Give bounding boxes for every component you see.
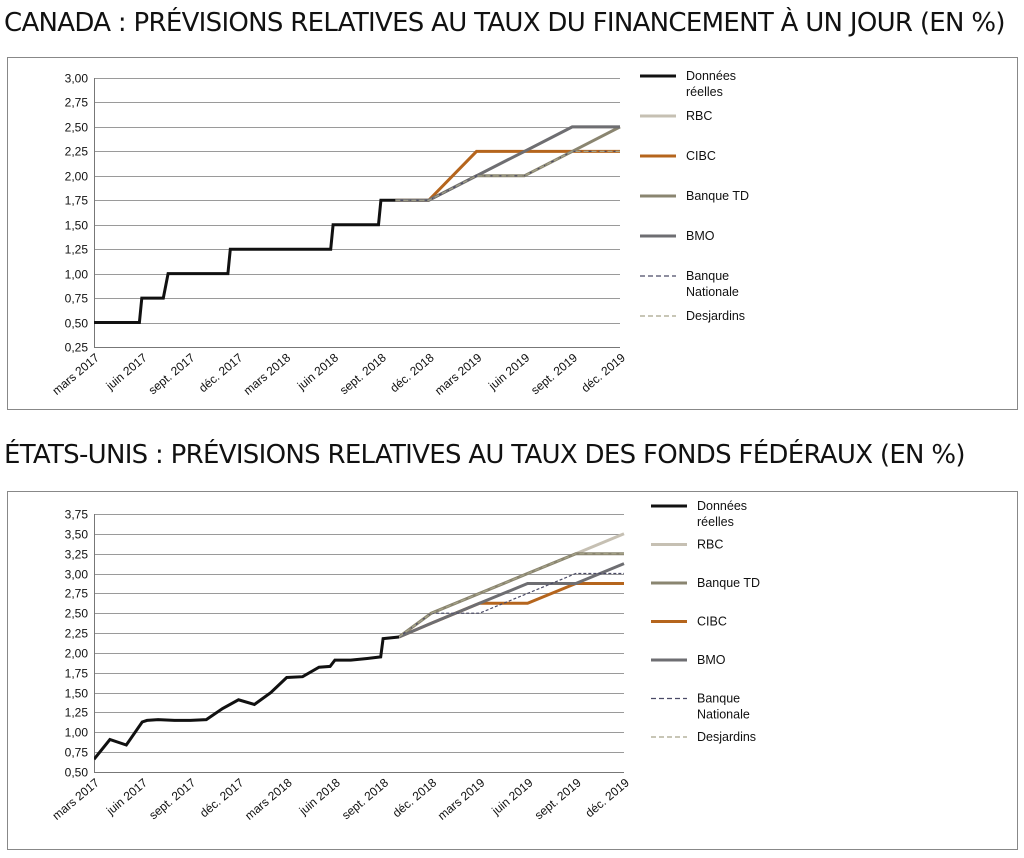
legend-label: BMO — [686, 229, 715, 243]
x-tick-label: déc. 2019 — [583, 775, 633, 820]
legend-label: Banque TD — [697, 576, 760, 590]
gridlines — [94, 78, 620, 348]
y-tick-label: 3,00 — [65, 568, 89, 582]
series-line — [395, 125, 621, 202]
legend-label-line: Nationale — [686, 285, 739, 299]
x-tick-label: sept. 2017 — [146, 775, 198, 822]
x-tick-label: déc. 2018 — [387, 350, 437, 395]
y-tick-label: 1,25 — [65, 706, 89, 720]
y-tick-label: 0,25 — [65, 341, 89, 355]
legend-label: Données réelles — [686, 69, 736, 99]
series-lines — [94, 532, 625, 761]
series-line — [395, 125, 620, 202]
y-tick-label: 1,50 — [65, 687, 89, 701]
y-tick-label: 1,75 — [65, 194, 89, 208]
legend-label: Données réelles — [697, 499, 747, 529]
x-tick-label: juin 2018 — [294, 350, 341, 393]
x-tick-label: sept. 2019 — [528, 350, 580, 397]
chart-us: 0,50 0,75 1,00 1,25 1,50 1,75 2,00 2,25 2,50 2,75… — [7, 491, 1018, 850]
chart-panel-canada: 0,25 0,50 0,75 1,00 1,25 1,50 1,75 2,00 2,25 2,50… — [0, 52, 1024, 414]
x-tick-label: mars 2017 — [49, 775, 102, 822]
x-tick-label: sept. 2019 — [532, 775, 584, 822]
x-tick-label: mars 2019 — [432, 350, 485, 397]
x-tick-label: déc. 2018 — [390, 775, 440, 820]
y-tick-label: 3,25 — [65, 548, 89, 562]
x-tick-label: déc. 2017 — [197, 775, 247, 820]
chart-title-us: ÉTATS-UNIS : PRÉVISIONS RELATIVES AU TAU… — [4, 440, 966, 470]
y-tick-label: 3,00 — [65, 72, 89, 86]
series-line — [398, 552, 624, 639]
chart-panel-us: 0,50 0,75 1,00 1,25 1,50 1,75 2,00 2,25 2,50 2,75… — [0, 486, 1024, 854]
legend-label-line: Banque — [686, 269, 729, 283]
series-line — [395, 125, 620, 202]
legend-label: RBC — [697, 538, 723, 552]
chart-frame — [7, 491, 1018, 850]
x-tick-label: juin 2018 — [296, 775, 343, 818]
gridlines — [94, 514, 624, 773]
legend-label: CIBC — [686, 149, 716, 163]
y-tick-label: 2,75 — [65, 96, 89, 110]
x-tick-label: mars 2019 — [435, 775, 488, 822]
x-tick-label: mars 2017 — [49, 350, 102, 397]
legend-label: Banque Nationale — [686, 269, 739, 299]
legend-label: Banque Nationale — [697, 692, 750, 722]
x-tick-label: mars 2018 — [242, 775, 295, 822]
x-tick-label: déc. 2017 — [196, 350, 246, 395]
legend-label-line: Données — [697, 499, 747, 513]
y-tick-label: 1,25 — [65, 243, 89, 257]
x-tick-label: juin 2019 — [485, 350, 532, 393]
x-tick-label: mars 2018 — [241, 350, 294, 397]
chart-title-canada: CANADA : PRÉVISIONS RELATIVES AU TAUX DU… — [4, 8, 1005, 38]
x-tick-label: sept. 2017 — [146, 350, 198, 397]
y-tick-label: 3,50 — [65, 528, 89, 542]
legend-label: RBC — [686, 109, 712, 123]
y-tick-label: 0,75 — [65, 292, 89, 306]
y-tick-label: 2,25 — [65, 145, 89, 159]
series-line — [398, 562, 625, 639]
legend: Données réelles RBC CIBC Banque TD BMO Banque N… — [640, 69, 749, 323]
y-tick-label: 2,25 — [65, 627, 89, 641]
y-tick-label: 1,00 — [65, 268, 89, 282]
legend: Données réelles RBC Banque TD CIBC BMO Banque N… — [651, 499, 760, 744]
series-line — [395, 150, 620, 201]
y-tick-label: 1,50 — [65, 219, 89, 233]
legend-label: Banque TD — [686, 189, 749, 203]
legend-label: Desjardins — [697, 730, 756, 744]
legend-label: BMO — [697, 653, 726, 667]
y-tick-label: 1,00 — [65, 726, 89, 740]
y-tick-label: 0,50 — [65, 766, 89, 780]
x-tick-label: juin 2017 — [103, 350, 150, 393]
x-tick-label: déc. 2019 — [579, 350, 629, 395]
legend-label-line: réelles — [697, 515, 734, 529]
y-tick-label: 1,75 — [65, 667, 89, 681]
series-line — [94, 198, 396, 324]
legend-label: CIBC — [697, 615, 727, 629]
y-tick-label: 2,00 — [65, 170, 89, 184]
x-tick-label: juin 2017 — [103, 775, 150, 818]
legend-label-line: Données — [686, 69, 736, 83]
legend-label-line: Banque — [697, 692, 740, 706]
series-line — [398, 553, 624, 638]
chart-frame — [7, 57, 1018, 410]
x-tick-label: juin 2019 — [488, 775, 535, 818]
y-tick-label: 0,75 — [65, 746, 89, 760]
series-line — [398, 572, 624, 638]
y-tick-label: 2,00 — [65, 647, 89, 661]
y-tick-label: 2,50 — [65, 607, 89, 621]
series-lines — [94, 125, 621, 324]
x-tick-label: sept. 2018 — [339, 775, 391, 822]
y-tick-label: 3,75 — [65, 508, 89, 522]
y-tick-label: 2,75 — [65, 587, 89, 601]
series-line — [94, 635, 400, 761]
y-tick-label: 2,50 — [65, 121, 89, 135]
legend-label-line: réelles — [686, 85, 723, 99]
x-tick-label: sept. 2018 — [337, 350, 389, 397]
legend-label-line: Nationale — [697, 708, 750, 722]
y-tick-label: 0,50 — [65, 317, 89, 331]
legend-label: Desjardins — [686, 309, 745, 323]
chart-canada: 0,25 0,50 0,75 1,00 1,25 1,50 1,75 2,00 2,25 2,50… — [7, 57, 1018, 410]
